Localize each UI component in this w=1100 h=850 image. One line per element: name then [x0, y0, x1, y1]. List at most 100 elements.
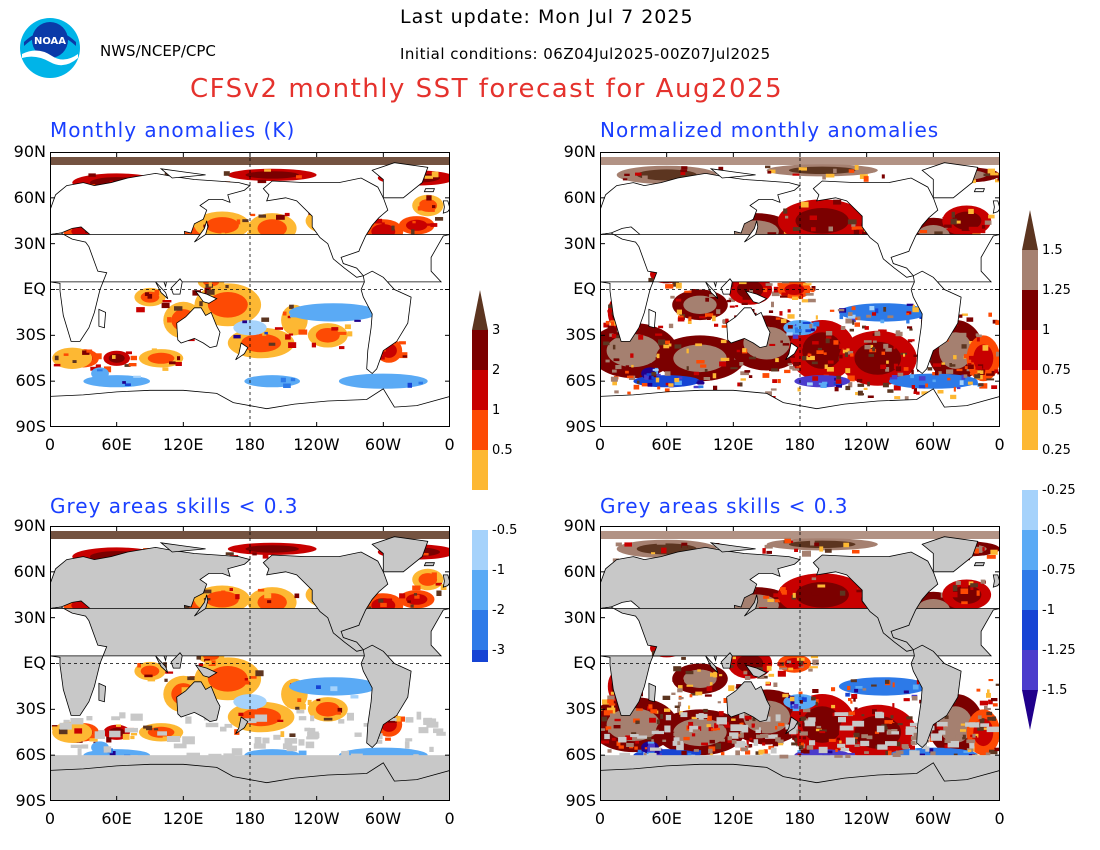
colorbar-swatch	[1022, 370, 1038, 410]
anomaly-speckle	[992, 703, 998, 707]
anomaly-core	[683, 295, 717, 314]
anomaly-speckle	[772, 379, 778, 383]
negative-speckle	[643, 752, 650, 757]
anomaly-speckle	[247, 232, 256, 236]
negative-speckle	[820, 383, 827, 388]
anomaly-speckle	[956, 726, 965, 729]
anomaly-speckle	[614, 718, 621, 722]
anomaly-speckle	[705, 313, 714, 318]
anomaly-speckle	[895, 750, 904, 755]
anomaly-speckle	[614, 335, 621, 339]
anomaly-speckle	[827, 360, 834, 364]
low-skill-patch	[680, 712, 688, 718]
low-skill-patch	[909, 722, 919, 727]
anomaly-speckle	[622, 178, 628, 181]
anomaly-speckle	[610, 713, 614, 719]
anomaly-speckle	[244, 678, 249, 681]
colorbar-label: -2	[492, 603, 505, 618]
anomaly-speckle	[611, 704, 614, 709]
anomaly-speckle	[825, 173, 835, 178]
anomaly-speckle	[712, 373, 717, 379]
low-skill-patch	[909, 750, 920, 758]
anomaly-speckle	[811, 591, 819, 596]
colorbar-normalized: 1.5 1.25 1 0.75 0.5 0.25 -0.25 -0.5 -0.75 -1 -1.25…	[1022, 210, 1076, 730]
anomaly-speckle	[845, 385, 851, 391]
anomaly-speckle	[798, 295, 803, 300]
anomaly-speckle	[614, 390, 619, 394]
lon-tick-label: 0	[994, 809, 1005, 828]
anomaly-speckle	[893, 346, 896, 350]
anomaly-speckle	[252, 552, 257, 556]
anomaly-speckle	[765, 165, 771, 169]
anomaly-speckle	[612, 369, 617, 373]
anomaly-speckle	[426, 195, 432, 201]
low-skill-patch	[124, 727, 138, 733]
landmasses	[600, 162, 1000, 427]
anomaly-speckle	[63, 353, 69, 356]
anomaly-speckle	[794, 548, 798, 552]
negative-speckle	[797, 750, 802, 753]
colorbar-swatch	[1022, 610, 1038, 650]
anomaly-speckle	[811, 577, 817, 581]
anomaly-speckle	[236, 219, 241, 225]
anomaly-speckle	[892, 722, 898, 726]
anomaly-speckle	[867, 395, 874, 398]
negative-speckle	[124, 383, 131, 386]
anomaly-speckle	[137, 663, 141, 668]
anomaly-speckle	[181, 687, 189, 694]
negative-speckle	[283, 383, 291, 388]
anomaly-speckle	[864, 326, 869, 330]
anomaly-core	[606, 334, 660, 368]
negative-speckle	[793, 704, 799, 709]
anomaly-speckle	[662, 739, 667, 742]
anomaly-speckle	[151, 348, 157, 353]
anomaly-speckle	[762, 548, 766, 554]
anomaly-speckle	[681, 656, 686, 660]
anomaly-speckle	[880, 364, 887, 369]
anomaly-speckle	[778, 722, 785, 727]
anomaly-speckle	[854, 744, 860, 747]
anomaly-speckle	[216, 669, 221, 675]
anomaly-speckle	[883, 307, 887, 312]
lon-tick-label: 120E	[712, 809, 754, 828]
anomaly-speckle	[906, 716, 913, 720]
anomaly-speckle	[686, 348, 689, 354]
coastline-newguinea	[744, 290, 768, 304]
colorbar-top-arrow	[472, 290, 488, 330]
anomaly-speckle	[911, 385, 915, 390]
colorbar-swatch	[472, 410, 488, 450]
anomaly-speckle	[177, 356, 181, 361]
anomaly-speckle	[988, 214, 995, 219]
anomaly-core	[673, 344, 727, 373]
anomaly-speckle	[777, 379, 781, 384]
coastline-arcticisl	[159, 168, 206, 179]
anomaly-speckle	[162, 736, 169, 742]
anomaly-speckle	[634, 746, 638, 750]
anomaly-speckle	[901, 744, 909, 748]
anomaly-speckle	[86, 349, 93, 353]
anomaly-speckle	[431, 171, 439, 178]
anomaly-speckle	[909, 328, 913, 331]
negative-speckle	[813, 321, 820, 327]
anomaly-speckle	[916, 679, 920, 685]
low-skill-patch	[925, 746, 930, 752]
anomaly-speckle	[768, 673, 775, 677]
anomaly-speckle	[662, 695, 671, 700]
anomaly-speckle	[975, 365, 983, 370]
anomaly-speckle	[986, 711, 993, 716]
anomaly-speckle	[116, 724, 121, 727]
anomaly-speckle	[861, 714, 865, 717]
anomaly-speckle	[885, 679, 890, 684]
anomaly-speckle	[605, 359, 610, 363]
anomaly-speckle	[828, 738, 836, 742]
anomaly-speckle	[398, 341, 406, 345]
anomaly-speckle	[911, 369, 914, 375]
lon-tick-label: 120W	[843, 435, 890, 454]
anomaly-speckle	[969, 372, 976, 375]
landmasses	[50, 536, 450, 801]
anomaly-speckle	[664, 388, 670, 392]
anomaly-speckle	[935, 370, 939, 376]
anomaly-speckle	[864, 751, 869, 754]
anomaly-speckle	[884, 720, 893, 724]
negative-speckle	[889, 375, 898, 380]
